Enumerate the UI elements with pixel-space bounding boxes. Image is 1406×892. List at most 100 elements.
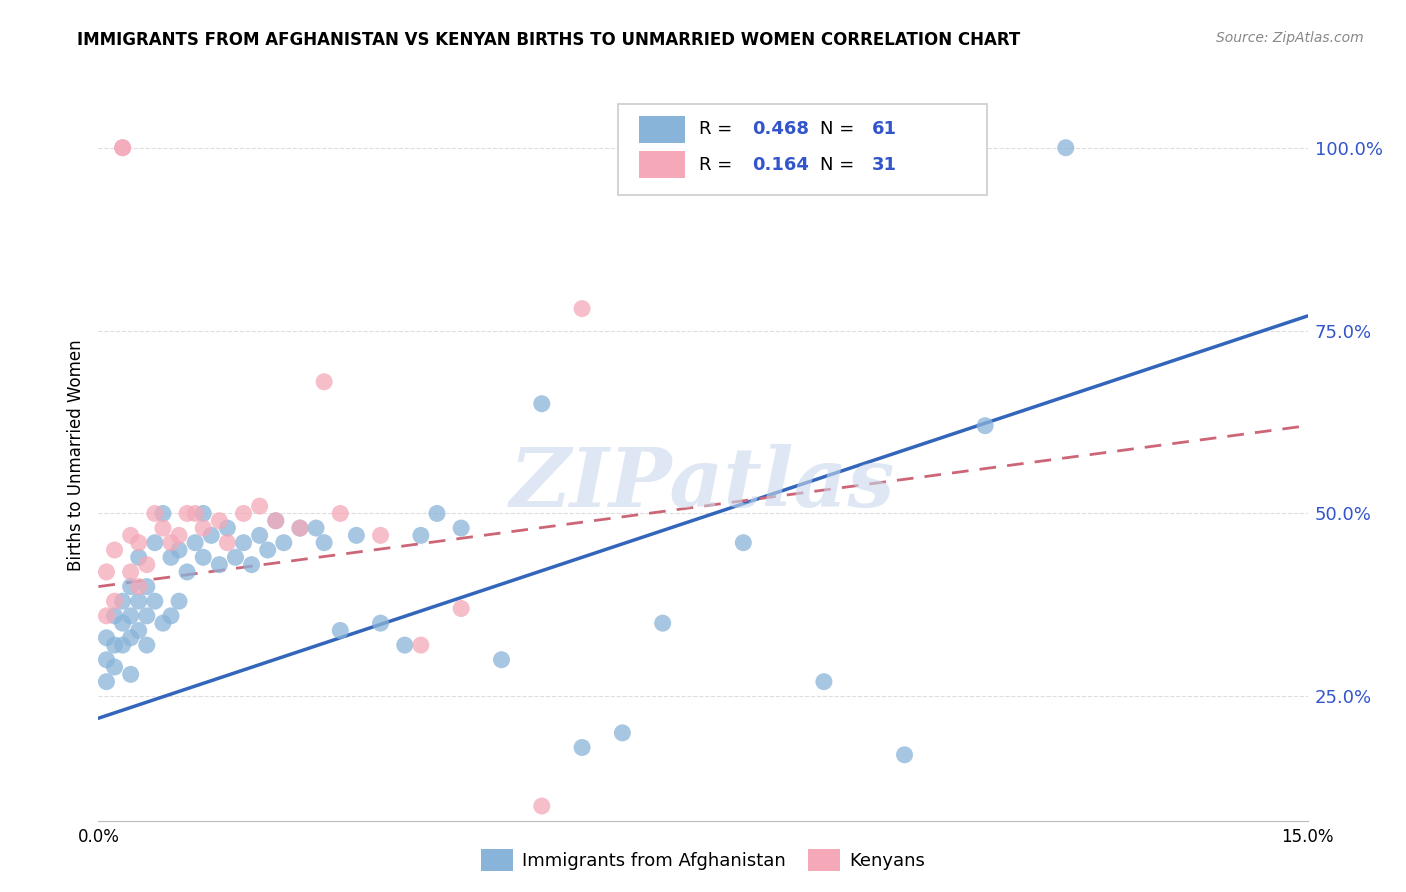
Point [143,507,166,521]
Point [152,521,174,535]
Point [232,507,254,521]
Point [409,528,432,542]
Point [160,535,183,549]
Point [111,141,134,155]
Point [370,616,392,631]
Point [120,667,142,681]
Point [256,543,278,558]
Point [329,507,352,521]
Point [249,499,271,513]
Point [651,616,673,631]
Text: R =: R = [699,120,738,138]
Text: ZIPatlas: ZIPatlas [510,444,896,524]
Point [120,580,142,594]
Point [184,507,207,521]
Point [409,638,432,652]
Point [143,594,166,608]
Point [530,397,553,411]
Point [314,535,336,549]
Point [176,507,198,521]
Point [450,521,472,535]
Point [249,528,271,542]
Point [288,521,311,535]
Point [128,535,150,549]
Point [120,565,142,579]
Text: Source: ZipAtlas.com: Source: ZipAtlas.com [1216,31,1364,45]
Point [135,638,157,652]
Bar [638,116,685,144]
Point [111,141,134,155]
Point [128,624,150,638]
Point [370,528,392,542]
Point [96,608,118,623]
Point [152,616,174,631]
Point [612,726,634,740]
Text: R =: R = [699,155,738,174]
Point [264,514,287,528]
Text: N =: N = [820,120,860,138]
Point [167,543,190,558]
Point [111,594,134,608]
Point [103,608,125,623]
Point [208,558,231,572]
Point [135,558,157,572]
Point [96,674,118,689]
Point [329,624,352,638]
Legend: Immigrants from Afghanistan, Kenyans: Immigrants from Afghanistan, Kenyans [474,842,932,879]
Text: 31: 31 [872,155,897,174]
Point [96,565,118,579]
Point [314,375,336,389]
Point [217,535,239,549]
Text: 0.164: 0.164 [752,155,810,174]
Point [111,616,134,631]
Point [143,535,166,549]
Point [232,535,254,549]
Text: IMMIGRANTS FROM AFGHANISTAN VS KENYAN BIRTHS TO UNMARRIED WOMEN CORRELATION CHAR: IMMIGRANTS FROM AFGHANISTAN VS KENYAN BI… [77,31,1021,49]
Point [103,638,125,652]
Point [240,558,263,572]
Point [135,608,157,623]
Point [491,653,513,667]
Point [120,631,142,645]
Point [193,507,215,521]
Point [103,543,125,558]
Point [344,528,367,542]
Point [160,550,183,565]
Point [813,674,835,689]
Point [893,747,915,762]
Point [450,601,472,615]
Point [224,550,246,565]
Point [103,594,125,608]
Point [103,660,125,674]
Point [160,608,183,623]
Point [530,799,553,814]
Text: 0.468: 0.468 [752,120,810,138]
Text: N =: N = [820,155,860,174]
Point [264,514,287,528]
Point [288,521,311,535]
Point [167,528,190,542]
Point [733,535,755,549]
Point [167,594,190,608]
Point [193,550,215,565]
Point [184,535,207,549]
Y-axis label: Births to Unmarried Women: Births to Unmarried Women [66,339,84,571]
Bar [638,151,685,178]
Point [193,521,215,535]
Point [128,580,150,594]
Point [128,594,150,608]
Point [120,528,142,542]
Point [208,514,231,528]
Point [120,608,142,623]
Point [394,638,416,652]
Point [96,653,118,667]
Point [426,507,449,521]
Point [217,521,239,535]
Point [128,550,150,565]
Point [305,521,328,535]
Point [974,418,997,433]
Point [96,631,118,645]
Point [135,580,157,594]
Point [152,507,174,521]
FancyBboxPatch shape [619,103,987,195]
